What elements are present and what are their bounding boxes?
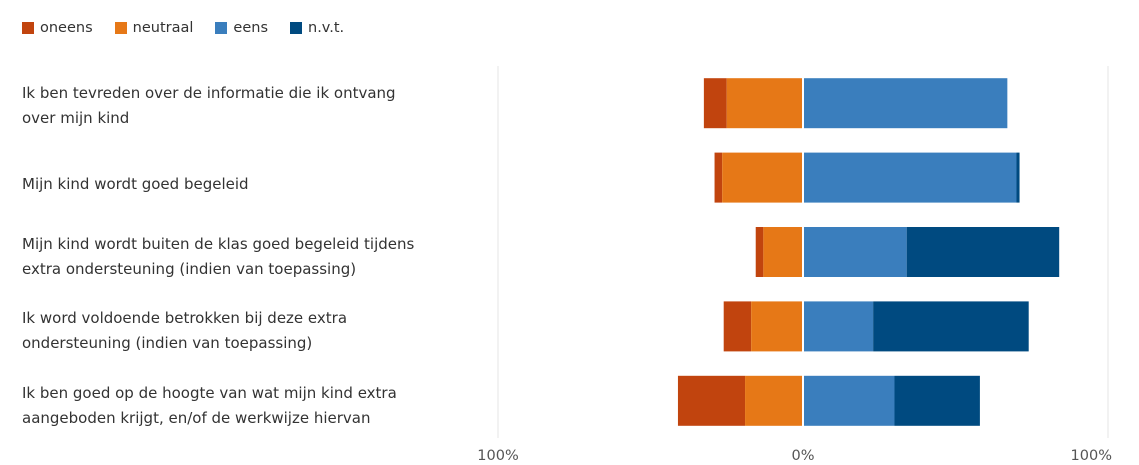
x-tick-label-1: 100% bbox=[477, 448, 518, 464]
bar-eens-4 bbox=[803, 301, 874, 352]
bar-eens-5 bbox=[803, 375, 895, 426]
legend-swatch-nvt bbox=[290, 22, 302, 34]
bar-neutraal-3 bbox=[763, 227, 803, 277]
legend-swatch-neutraal bbox=[114, 22, 127, 34]
category-label-3: Mijn kind wordt buiten de klas goed bege… bbox=[22, 231, 492, 283]
bar-neutraal-4 bbox=[751, 301, 803, 352]
x-tick-label-2: 0% bbox=[791, 448, 814, 464]
bar-nvt-4 bbox=[873, 301, 1029, 352]
legend-item-eens: eens bbox=[215, 20, 268, 36]
category-label-2-line1: Mijn kind wordt goed begeleid bbox=[22, 174, 249, 193]
category-label-2: Mijn kind wordt goed begeleid bbox=[22, 158, 492, 210]
category-label-5-line1: Ik ben goed op de hoogte van wat mijn ki… bbox=[22, 384, 397, 402]
bar-oneens-4 bbox=[723, 301, 752, 352]
legend: oneens neutraal eens n.v.t. bbox=[22, 20, 344, 36]
category-label-5: Ik ben goed op de hoogte van wat mijn ki… bbox=[22, 380, 492, 432]
legend-swatch-oneens bbox=[22, 22, 34, 34]
category-label-1-line1: Ik ben tevreden over de informatie die i… bbox=[22, 84, 396, 102]
legend-label-neutraal: neutraal bbox=[132, 20, 194, 36]
x-tick-label-3: 100% bbox=[1071, 448, 1112, 464]
category-label-3-line2: extra ondersteuning (indien van toepassi… bbox=[22, 260, 357, 278]
legend-item-neutraal: neutraal bbox=[114, 20, 194, 36]
bar-eens-2 bbox=[803, 152, 1017, 203]
category-label-4-line1: Ik word voldoende betrokken bij deze ext… bbox=[22, 309, 348, 327]
bar-nvt-5 bbox=[894, 375, 980, 426]
bar-eens-1 bbox=[803, 78, 1008, 129]
legend-label-oneens: oneens bbox=[40, 20, 93, 36]
legend-label-nvt: n.v.t. bbox=[308, 20, 345, 36]
legend-label-eens: eens bbox=[233, 20, 268, 36]
legend-swatch-eens bbox=[215, 22, 228, 34]
category-label-1-line2: over mijn kind bbox=[22, 109, 130, 127]
bar-nvt-3 bbox=[906, 227, 1060, 277]
bar-nvt-2 bbox=[1016, 152, 1020, 203]
bar-eens-3 bbox=[803, 227, 907, 277]
bar-oneens-3 bbox=[755, 227, 764, 277]
bar-oneens-5 bbox=[677, 375, 746, 426]
category-label-4: Ik word voldoende betrokken bij deze ext… bbox=[22, 305, 492, 357]
bar-neutraal-1 bbox=[726, 78, 803, 129]
legend-item-nvt: n.v.t. bbox=[290, 20, 344, 36]
category-label-3-line1: Mijn kind wordt buiten de klas goed bege… bbox=[22, 235, 415, 253]
bar-oneens-1 bbox=[703, 78, 727, 129]
bar-neutraal-5 bbox=[745, 375, 803, 426]
bar-neutraal-2 bbox=[722, 152, 803, 203]
category-label-5-line2: aangeboden krijgt, en/of de werkwijze hi… bbox=[22, 409, 371, 427]
category-label-4-line2: ondersteuning (indien van toepassing) bbox=[22, 334, 313, 352]
bar-oneens-2 bbox=[714, 152, 723, 203]
category-label-1: Ik ben tevreden over de informatie die i… bbox=[22, 80, 492, 132]
legend-item-oneens: oneens bbox=[22, 20, 93, 36]
